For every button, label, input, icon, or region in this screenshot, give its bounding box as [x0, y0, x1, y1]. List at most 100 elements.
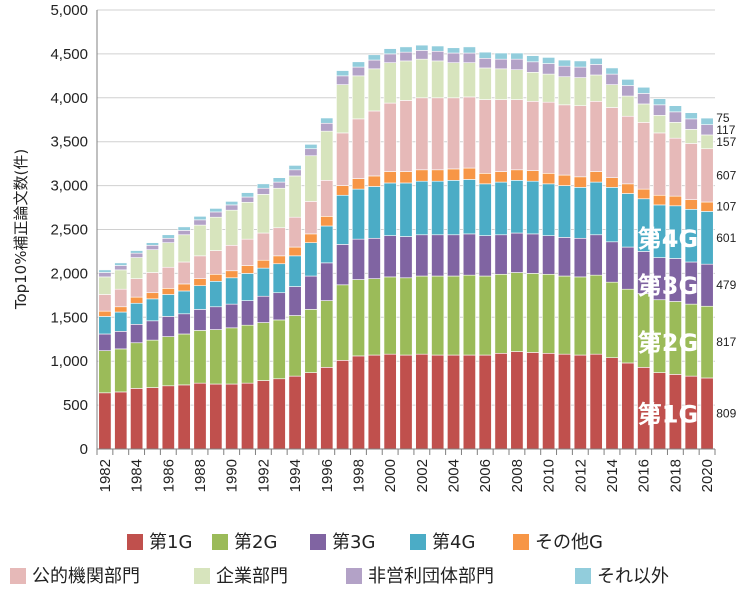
- x-tick-label: 1996: [319, 459, 336, 492]
- bar-segment: [225, 277, 239, 305]
- bar-segment: [589, 234, 603, 276]
- bar-segment: [304, 201, 318, 235]
- bar-stack: [510, 52, 524, 450]
- bar-segment: [542, 101, 556, 174]
- bar-segment: [225, 383, 239, 450]
- segment-label: 第1G: [638, 400, 698, 428]
- bar-segment: [557, 104, 571, 176]
- bar-segment: [542, 173, 556, 185]
- bar-segment: [557, 275, 571, 355]
- bar-segment: [478, 173, 492, 185]
- bar-segment: [288, 255, 302, 287]
- bar-segment: [241, 201, 255, 240]
- bar-segment: [383, 62, 397, 104]
- bar-segment: [336, 244, 350, 286]
- bar-segment: [193, 255, 207, 279]
- bar-segment: [114, 311, 128, 332]
- bar-segment: [700, 148, 714, 203]
- bar-segment: [161, 294, 175, 317]
- bar-segment: [415, 180, 429, 236]
- bar-segment: [161, 288, 175, 295]
- segment-label: 第4G: [638, 225, 698, 253]
- bar-segment: [447, 180, 461, 236]
- bar-segment: [526, 273, 540, 353]
- bar-segment: [447, 52, 461, 63]
- x-tick-label: 1988: [192, 459, 209, 492]
- bar-stack: [98, 269, 112, 450]
- bar-segment: [399, 46, 413, 53]
- bar-segment: [542, 352, 556, 450]
- bar-segment: [447, 97, 461, 170]
- legend-swatch: [194, 568, 210, 584]
- bar-segment: [145, 320, 159, 341]
- bar-segment: [494, 171, 508, 183]
- bar-segment: [336, 84, 350, 134]
- bar-segment: [431, 50, 445, 62]
- bar-segment: [494, 52, 508, 60]
- bar-segment: [494, 234, 508, 275]
- bar-segment: [510, 69, 524, 100]
- bar-segment: [161, 242, 175, 268]
- bar-segment: [193, 285, 207, 310]
- bar-segment: [557, 237, 571, 277]
- bar-segment: [304, 144, 318, 150]
- bar-segment: [383, 102, 397, 172]
- bar-segment: [462, 46, 476, 54]
- bar-segment: [494, 352, 508, 450]
- bar-segment: [177, 261, 191, 285]
- bar-segment: [288, 175, 302, 218]
- bar-segment: [272, 378, 286, 450]
- bar-segment: [431, 234, 445, 277]
- bar-segment: [114, 265, 128, 271]
- bar-segment: [304, 155, 318, 202]
- bar-segment: [367, 110, 381, 177]
- bar-segment: [700, 117, 714, 125]
- bar-segment: [351, 118, 365, 179]
- bar-segment: [431, 354, 445, 450]
- bar-segment: [399, 182, 413, 237]
- legend-label: 企業部門: [216, 566, 288, 587]
- bar-segment: [573, 105, 587, 178]
- bar-segment: [272, 319, 286, 380]
- bar-segment: [225, 327, 239, 385]
- bar-segment: [351, 279, 365, 357]
- bar-segment: [209, 383, 223, 450]
- bar-segment: [494, 58, 508, 70]
- bar-segment: [462, 179, 476, 235]
- x-tick-label: 2000: [382, 459, 399, 492]
- bar-segment: [399, 236, 413, 279]
- bar-segment: [241, 238, 255, 266]
- bar-segment: [288, 165, 302, 171]
- bar-segment: [589, 64, 603, 76]
- bar-segment: [177, 283, 191, 292]
- segment-label: 第3G: [638, 272, 698, 300]
- bar-segment: [288, 216, 302, 248]
- bar-segment: [557, 76, 571, 106]
- x-tick-label: 2014: [604, 459, 621, 492]
- bar-segment: [130, 278, 144, 298]
- legend-label: その他G: [535, 532, 603, 553]
- bar-segment: [320, 117, 334, 124]
- bar-segment: [98, 310, 112, 317]
- bar-segment: [668, 137, 682, 197]
- bar-segment: [589, 101, 603, 172]
- bar-segment: [256, 187, 270, 195]
- bar-stack: [557, 59, 571, 450]
- bar-segment: [573, 276, 587, 356]
- bar-segment: [542, 73, 556, 103]
- bar-segment: [415, 58, 429, 99]
- bar-stack: [399, 46, 413, 450]
- y-tick-label: 5,000: [50, 2, 88, 19]
- bar-segment: [399, 100, 413, 172]
- bar-segment: [336, 70, 350, 77]
- bar-segment: [700, 263, 714, 307]
- value-label: 117: [716, 123, 735, 137]
- bar-stack: [320, 117, 334, 450]
- bar-segment: [431, 275, 445, 356]
- bar-segment: [573, 60, 587, 68]
- bar-segment: [589, 57, 603, 65]
- bar-segment: [383, 48, 397, 55]
- bar-segment: [478, 67, 492, 100]
- bar-segment: [272, 177, 286, 183]
- bar-segment: [336, 284, 350, 361]
